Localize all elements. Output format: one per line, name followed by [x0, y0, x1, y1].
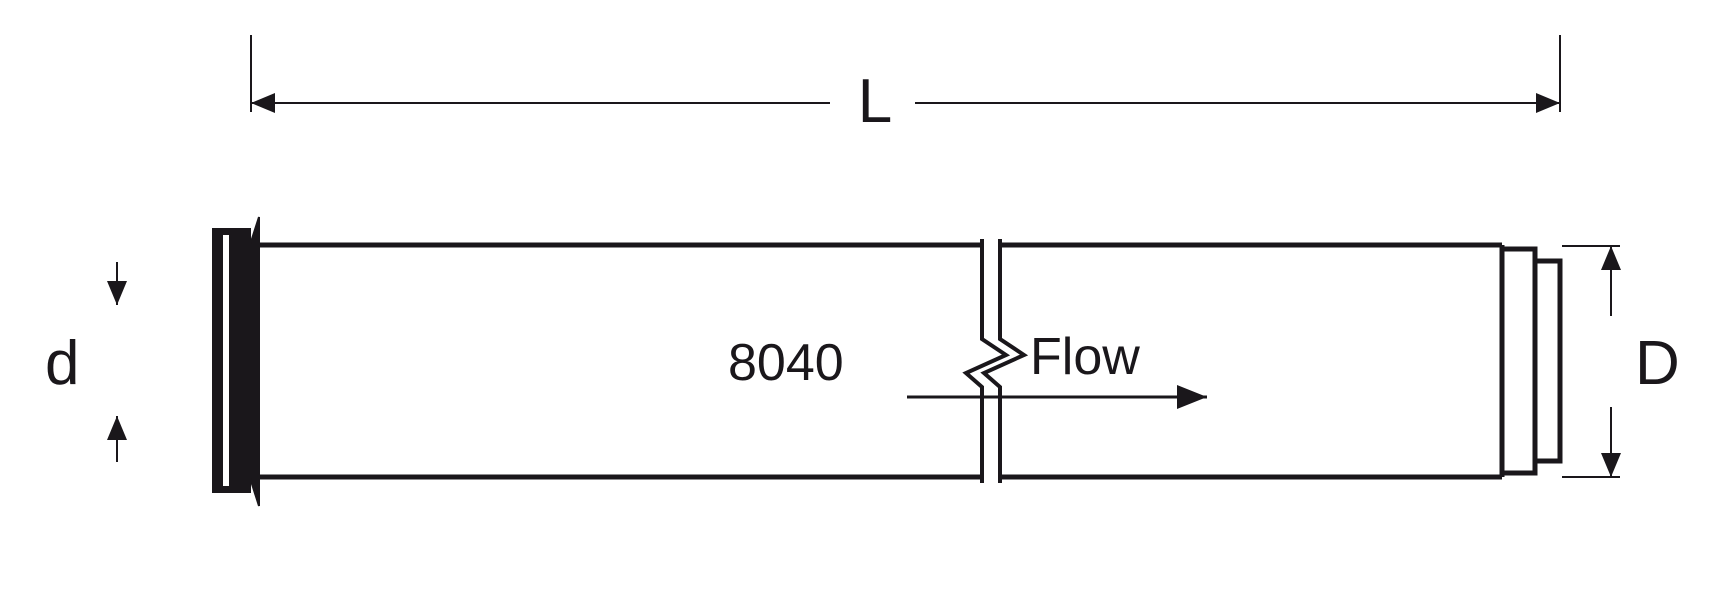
model-label: 8040 — [728, 334, 844, 392]
membrane-diagram: L Dd 8040 Flow — [0, 0, 1713, 609]
bore-label: d — [45, 329, 79, 398]
length-label: L — [858, 67, 892, 136]
flow-label: Flow — [1030, 328, 1140, 386]
diameter-label: D — [1635, 329, 1680, 398]
